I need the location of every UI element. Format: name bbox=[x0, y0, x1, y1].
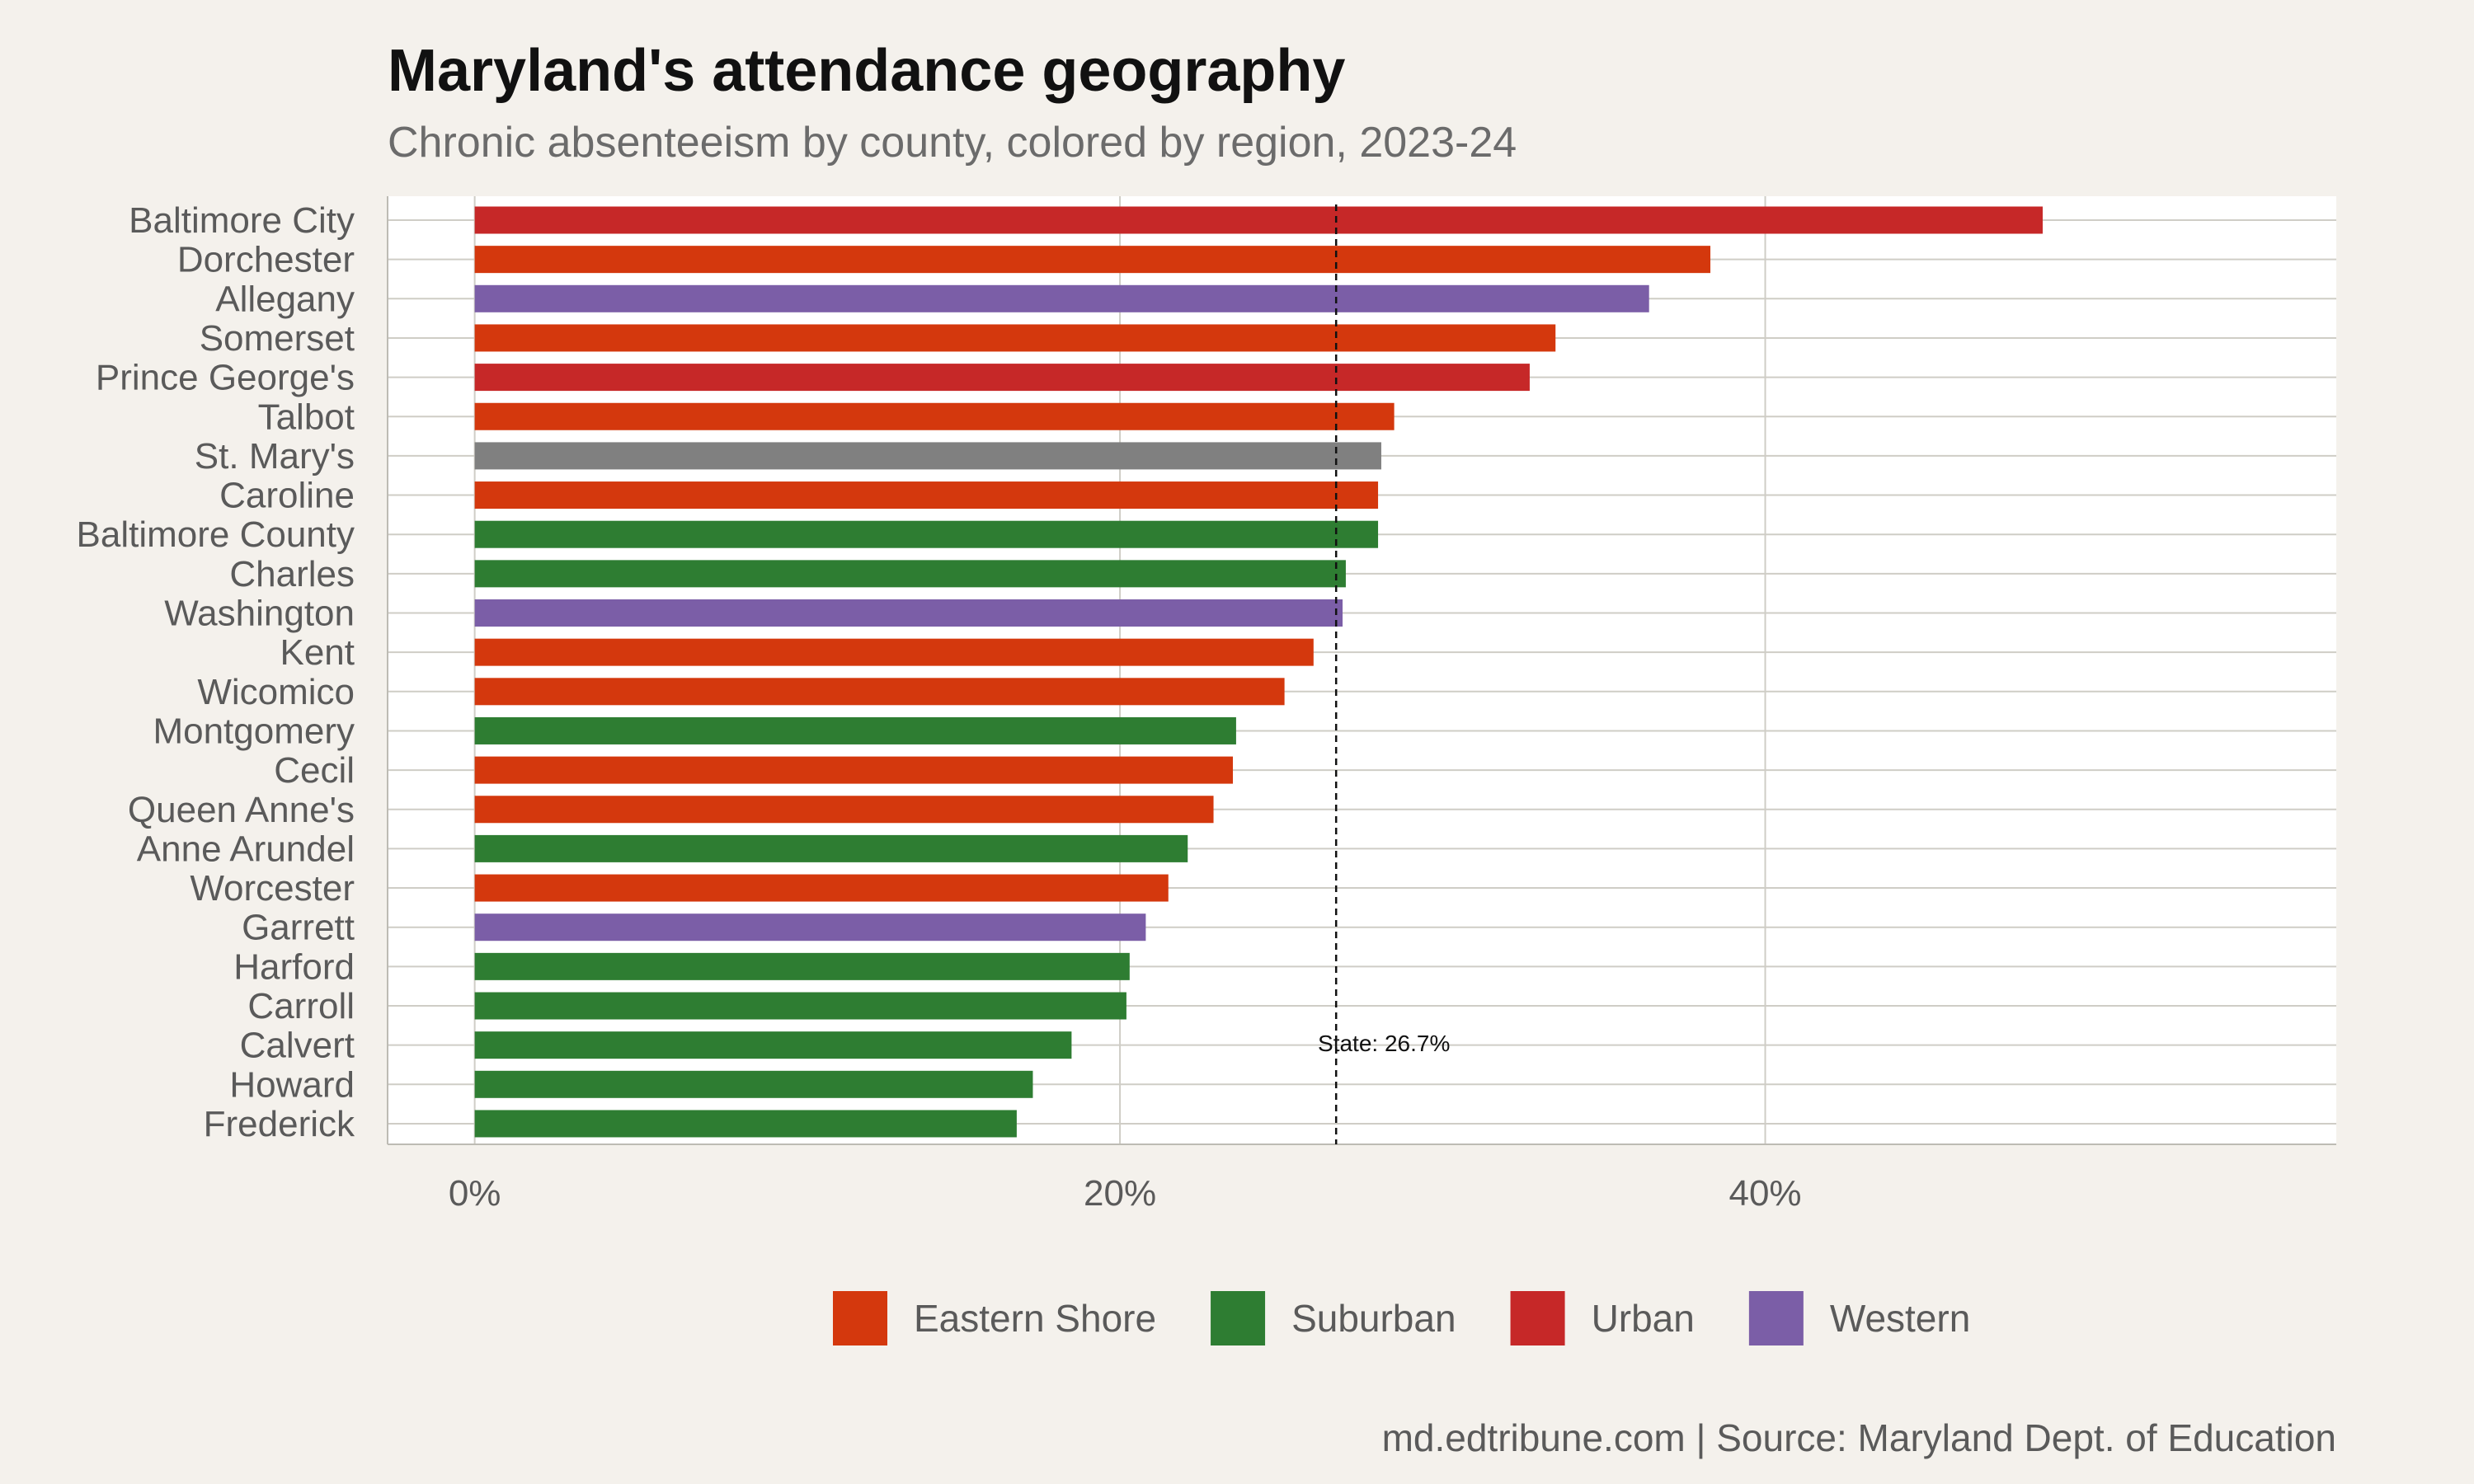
bar bbox=[474, 834, 1188, 862]
plot-panel bbox=[388, 196, 2336, 1144]
category-label: Prince George's bbox=[96, 358, 355, 398]
state-average-label: State: 26.7% bbox=[1318, 1031, 1450, 1056]
bars bbox=[474, 206, 2043, 1138]
bar bbox=[474, 442, 1381, 470]
category-label: Garrett bbox=[242, 908, 355, 948]
bar bbox=[474, 678, 1285, 706]
bar bbox=[474, 952, 1130, 980]
category-label: Talbot bbox=[258, 397, 355, 437]
category-label: Worcester bbox=[190, 868, 355, 909]
category-label: Howard bbox=[229, 1064, 355, 1105]
bar bbox=[474, 796, 1214, 824]
legend-swatch bbox=[833, 1291, 887, 1345]
category-label: Kent bbox=[280, 632, 355, 673]
category-label: Calvert bbox=[240, 1026, 355, 1066]
bar bbox=[474, 1031, 1072, 1059]
category-label: Queen Anne's bbox=[128, 790, 355, 830]
bar bbox=[474, 402, 1395, 430]
category-label: Washington bbox=[164, 594, 355, 634]
category-label: Caroline bbox=[219, 476, 355, 516]
bar bbox=[474, 599, 1343, 627]
bar bbox=[474, 992, 1126, 1020]
bar bbox=[474, 1070, 1033, 1098]
legend-label: Suburban bbox=[1291, 1297, 1456, 1340]
category-label: Wicomico bbox=[197, 672, 355, 712]
x-axis-ticks: 0% 20% 40% bbox=[449, 1173, 1802, 1214]
legend-swatch bbox=[1211, 1291, 1266, 1345]
category-label: Cecil bbox=[274, 750, 355, 791]
bar bbox=[474, 560, 1346, 588]
category-label: Charles bbox=[229, 554, 355, 594]
bar bbox=[474, 284, 1649, 312]
category-label: Somerset bbox=[200, 318, 355, 359]
category-labels: Baltimore CityDorchesterAlleganySomerset… bbox=[77, 200, 355, 1144]
bar bbox=[474, 206, 2043, 234]
bar bbox=[474, 481, 1379, 510]
bar bbox=[474, 638, 1314, 666]
category-label: Carroll bbox=[247, 986, 355, 1026]
bar bbox=[474, 874, 1169, 902]
legend-label: Eastern Shore bbox=[914, 1297, 1156, 1340]
bar bbox=[474, 324, 1556, 352]
legend-swatch bbox=[1510, 1291, 1565, 1345]
bar bbox=[474, 913, 1146, 942]
category-label: Frederick bbox=[204, 1104, 355, 1144]
category-label: Baltimore City bbox=[129, 200, 355, 241]
legend-label: Urban bbox=[1592, 1297, 1695, 1340]
category-label: Montgomery bbox=[153, 711, 355, 751]
x-tick-label: 0% bbox=[449, 1173, 501, 1214]
category-label: Anne Arundel bbox=[137, 829, 355, 869]
bar bbox=[474, 364, 1530, 392]
chart-subtitle: Chronic absenteeism by county, colored b… bbox=[388, 119, 1517, 167]
legend-label: Western bbox=[1830, 1297, 1970, 1340]
category-label: Dorchester bbox=[177, 240, 355, 280]
chart-caption: md.edtribune.com | Source: Maryland Dept… bbox=[1382, 1416, 2336, 1459]
legend: Eastern Shore Suburban Urban Western bbox=[833, 1291, 1970, 1345]
category-label: St. Mary's bbox=[195, 436, 355, 477]
bar bbox=[474, 756, 1234, 784]
bar bbox=[474, 520, 1379, 548]
x-tick-label: 40% bbox=[1729, 1173, 1801, 1214]
bar bbox=[474, 1110, 1017, 1138]
legend-swatch bbox=[1748, 1291, 1804, 1345]
state-reference: State: 26.7% bbox=[1318, 204, 1450, 1144]
category-label: Baltimore County bbox=[77, 514, 355, 555]
x-tick-label: 20% bbox=[1084, 1173, 1156, 1214]
bar bbox=[474, 246, 1711, 274]
category-label: Harford bbox=[233, 946, 355, 987]
chart-title: Maryland's attendance geography bbox=[388, 38, 1345, 104]
category-label: Allegany bbox=[215, 279, 355, 319]
bar bbox=[474, 716, 1236, 744]
